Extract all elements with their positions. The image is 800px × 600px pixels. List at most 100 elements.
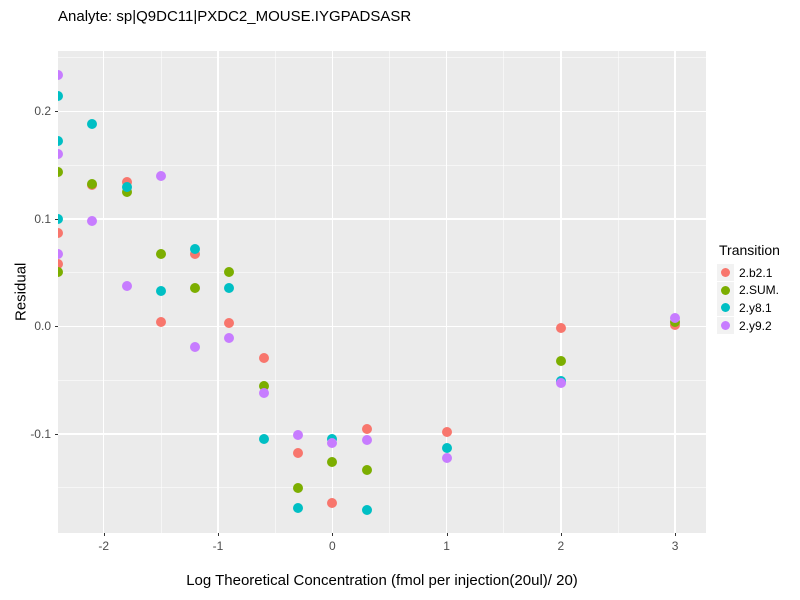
legend-item: 2.y8.1 [717,299,780,317]
y-axis-tick [55,218,58,220]
data-point [87,119,98,130]
y-tick-label: 0.1 [34,211,51,226]
data-point [670,312,681,323]
data-point [87,215,98,226]
x-axis-tick [103,533,105,536]
data-point [190,341,201,352]
legend-items: 2.b2.1 2.SUM. 2.y8.1 2.y9.2 [717,264,780,335]
data-point [155,249,166,260]
gridline-y-minor [58,272,706,273]
y-tick-label: 0.0 [34,319,51,334]
data-point [555,378,566,389]
legend-item-label: 2.b2.1 [739,265,773,280]
data-point [190,282,201,293]
gridline-y-minor [58,164,706,166]
legend-key [717,281,734,299]
data-point [441,426,452,437]
gridline-x-major [331,51,333,533]
data-point [121,280,132,291]
x-axis-title: Log Theoretical Concentration (fmol per … [186,572,578,589]
data-point [327,456,338,467]
data-point [58,149,63,160]
data-point [258,434,269,445]
data-point [58,91,63,102]
gridline-y-minor [58,487,706,489]
data-point [441,443,452,453]
legend-key [717,264,734,282]
legend-key-dot [721,321,730,331]
data-point [361,464,372,475]
legend-item-label: 2.SUM. [739,283,780,298]
data-point [327,497,338,508]
data-point [361,423,372,434]
data-point [258,388,269,399]
data-point [58,249,63,260]
data-point [555,355,566,366]
legend-title: Transition [719,242,780,258]
data-point [190,249,201,260]
data-point [224,318,235,329]
x-tick-label: 1 [443,539,450,553]
data-point [224,282,235,293]
data-point [293,430,303,441]
x-tick-label: -2 [98,539,110,553]
data-point [155,170,166,181]
gridline-x-major [217,51,219,533]
data-point [361,435,372,446]
legend-key [717,299,734,317]
legend-key-dot [721,303,730,313]
gridline-y-major [58,110,706,112]
gridline-x-minor [617,51,619,533]
data-point [121,181,132,192]
x-axis-tick [218,533,219,536]
gridline-x-minor [503,51,505,533]
y-axis-tick [55,326,58,328]
legend-item: 2.b2.1 [717,264,780,282]
legend-item: 2.y9.2 [717,317,780,335]
data-point [258,380,269,391]
x-axis-tick [446,533,448,536]
gridline-y-major [58,433,706,435]
x-tick-label: 0 [328,539,336,553]
data-point [58,166,63,177]
data-point [58,213,63,224]
data-point [441,452,452,463]
legend-key [717,317,734,335]
data-point [555,322,566,333]
data-point [155,285,166,296]
data-point [155,317,166,328]
y-axis-tick [55,111,58,113]
data-point [224,266,235,277]
plot-title: Analyte: sp|Q9DC11|PXDC2_MOUSE.IYGPADSAS… [58,8,412,25]
data-point [87,179,98,190]
data-point [58,266,63,277]
gridline-y-minor [58,379,706,381]
gridline-x-major [674,51,676,533]
legend-key-dot [721,285,730,295]
data-point [293,503,303,514]
data-point [327,437,338,448]
gridline-y-major [58,325,706,328]
gridline-x-major [445,51,448,533]
gridline-x-minor [274,51,276,533]
y-axis-tick [55,434,58,436]
data-point [293,482,303,493]
data-point [58,227,63,238]
gridline-y-minor [58,57,706,58]
y-axis-title: Residual [12,262,30,322]
legend-item-label: 2.y8.1 [739,300,772,315]
data-point [58,259,63,270]
legend-item: 2.SUM. [717,281,780,300]
x-tick-label: 2 [557,539,565,553]
legend: Transition 2.b2.1 2.SUM. 2.y8.1 2.y9.2 [717,242,780,335]
legend-item-label: 2.y9.2 [739,318,772,333]
x-axis-tick [332,533,334,536]
data-point [293,448,303,459]
legend-key-dot [721,268,730,278]
y-tick-label: -0.1 [30,427,51,442]
gridline-x-minor [389,51,390,533]
data-point [224,333,235,344]
data-point [190,243,201,254]
gridline-y-major [58,218,706,220]
